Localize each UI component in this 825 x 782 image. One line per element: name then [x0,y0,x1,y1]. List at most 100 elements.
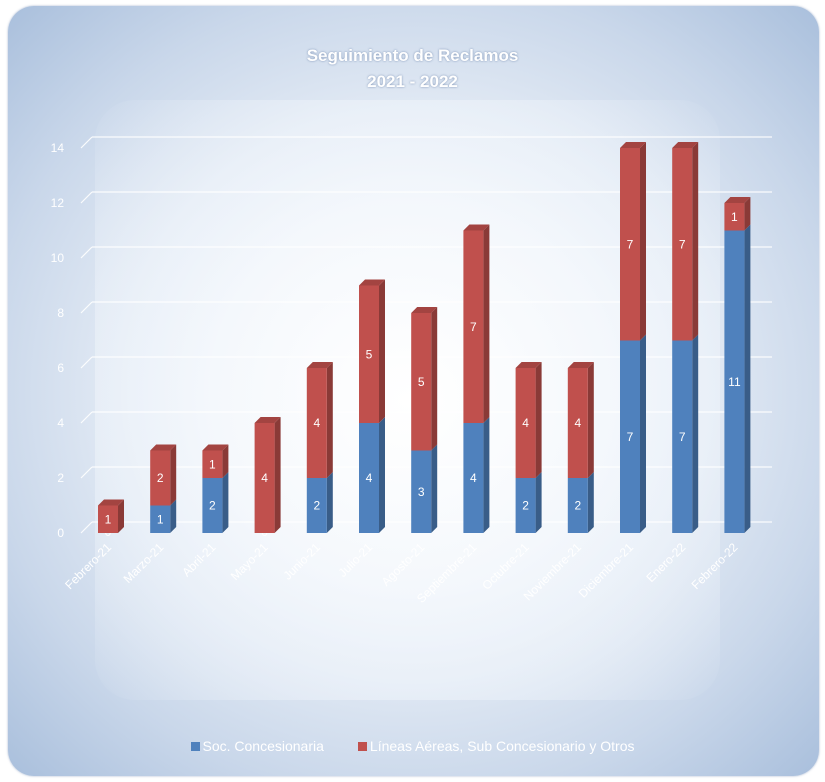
bar-lineas-aereas [150,450,171,506]
bar-lineas-aereas-side [118,499,124,533]
bar-lineas-aereas-side [431,307,438,451]
data-label: 7 [470,320,477,334]
data-label: 1 [209,457,216,471]
bar-lineas-aereas [411,313,432,451]
data-label: 4 [261,471,268,485]
bar-soc-concesionaria [672,340,693,533]
gridline-depth [80,411,93,424]
chart-legend: Soc. Concesionaria Líneas Aéreas, Sub Co… [0,738,825,754]
y-tick-label: 14 [51,141,65,155]
data-label: 1 [157,512,164,526]
bar-lineas-aereas [620,148,640,341]
data-label: 7 [679,237,686,251]
data-label: 1 [731,210,738,224]
gridline-depth [80,521,93,534]
bar-soc-concesionaria [359,423,379,533]
y-tick-label: 0 [57,526,64,540]
data-label: 7 [627,430,634,444]
data-label: 5 [418,375,425,389]
data-label: 1 [105,512,112,526]
bar-lineas-aereas [98,505,118,533]
bar-lineas-aereas-top [306,362,333,368]
bar-soc-concesionaria-side [587,472,594,533]
bar-lineas-aereas [202,450,223,478]
y-tick-label: 4 [57,416,64,430]
gridline-depth [80,466,93,479]
bar-soc-concesionaria [306,478,327,533]
data-label: 2 [157,471,164,485]
bar-lineas-aereas-top [567,362,594,368]
bar-soc-concesionaria-side [170,499,177,533]
x-tick-label: Octubre-21 [479,540,532,593]
bar-soc-concesionaria [411,450,432,533]
bar-soc-concesionaria-side [692,334,699,533]
x-tick-label: Mayo-21 [228,540,271,583]
gridline-depth [80,191,93,204]
bar-lineas-aereas-side [379,279,385,423]
bar-lineas-aereas [724,203,745,231]
bar-soc-concesionaria [202,478,223,533]
bar-lineas-aereas [254,423,275,533]
bar-lineas-aereas-top [254,417,281,423]
data-label: 2 [313,499,320,513]
chart-subtitle: 2021 - 2022 [367,72,458,91]
bar-lineas-aereas [515,368,536,478]
bar-lineas-aereas [359,285,379,423]
bar-soc-concesionaria-side [744,224,751,533]
bar-lineas-aereas-top [463,224,490,231]
bar-lineas-aereas-side [692,142,699,341]
x-tick-label: Agosto-21 [379,540,428,589]
bar-soc-concesionaria [567,478,588,533]
bar-soc-concesionaria-side [222,472,229,533]
bar-lineas-aereas [306,368,327,478]
legend-swatch-series-1 [190,741,200,751]
bar-lineas-aereas-side [326,362,333,478]
bar-lineas-aereas-top [724,197,751,203]
bar-lineas-aereas [463,230,484,423]
bar-lineas-aereas-side [640,142,646,341]
bar-soc-concesionaria-side [483,417,490,533]
data-label: 3 [418,485,425,499]
bar-lineas-aereas [672,148,693,341]
data-label: 2 [209,499,216,513]
x-tick-label: Julio-21 [336,540,376,580]
bar-lineas-aereas-top [150,444,177,451]
bar-soc-concesionaria [724,230,745,533]
data-label: 7 [627,237,634,251]
bar-soc-concesionaria-side [640,334,646,533]
legend-swatch-series-2 [357,741,367,751]
y-tick-label: 12 [51,196,65,210]
bar-soc-concesionaria [620,340,640,533]
data-label: 4 [366,471,373,485]
bar-lineas-aereas-side [274,417,281,533]
y-tick-label: 6 [57,361,64,375]
bar-soc-concesionaria-side [431,444,438,533]
bar-soc-concesionaria-side [379,417,385,533]
y-tick-label: 8 [57,306,64,320]
bar-lineas-aereas-top [202,444,229,451]
x-tick-label: Abril-21 [179,540,218,579]
y-tick-label: 10 [51,251,65,265]
data-label: 4 [522,416,529,430]
gridline-depth [80,356,93,369]
bar-soc-concesionaria [515,478,536,533]
bar-soc-concesionaria-side [535,472,542,533]
bar-lineas-aereas-top [411,307,438,313]
data-label: 11 [728,375,741,389]
x-tick-label: Junio-21 [280,540,323,583]
bar-lineas-aereas-side [483,224,490,423]
x-tick-label: Febrero-21 [62,540,114,592]
data-label: 4 [313,416,320,430]
data-label: 5 [366,347,373,361]
plot-area-background [95,100,720,700]
data-label: 2 [574,499,581,513]
legend-item-series-1: Soc. Concesionaria [190,738,324,754]
x-tick-label: Marzo-21 [121,540,167,586]
data-label: 7 [679,430,686,444]
bar-soc-concesionaria [463,423,484,533]
x-tick-label: Diciembre-21 [576,540,637,601]
legend-label-series-2: Líneas Aéreas, Sub Concesionario y Otros [369,738,635,754]
y-tick-label: 2 [57,471,64,485]
gridline-depth [80,136,93,149]
